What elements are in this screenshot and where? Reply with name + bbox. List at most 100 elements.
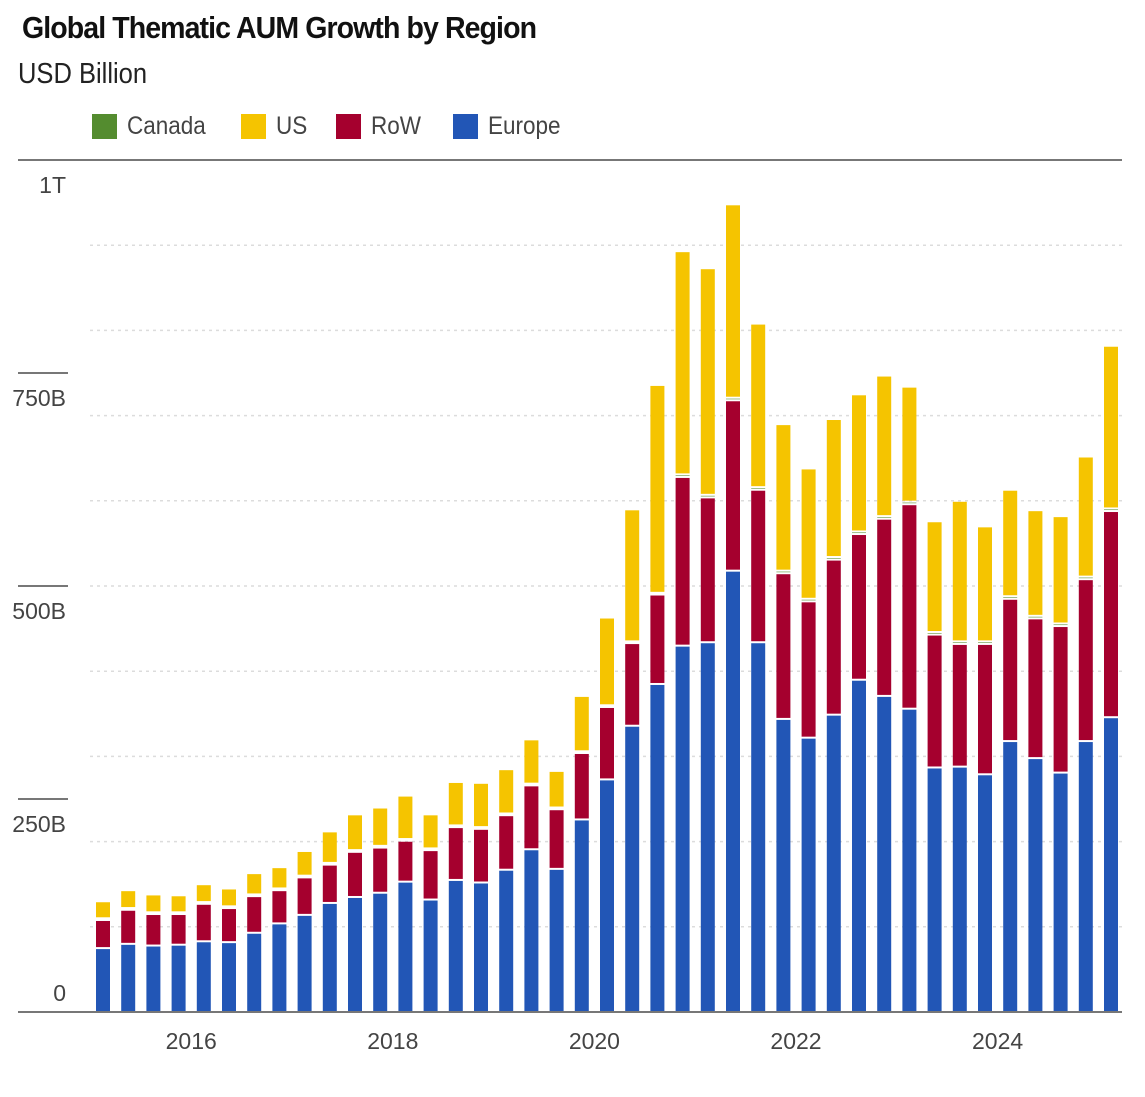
bar-row-18[interactable] <box>549 810 564 868</box>
bar-europe-22[interactable] <box>650 684 665 1011</box>
bar-us-34[interactable] <box>952 501 967 641</box>
bar-us-39[interactable] <box>1078 457 1093 576</box>
bar-canada-37[interactable] <box>1028 616 1043 618</box>
bar-canada-34[interactable] <box>952 642 967 643</box>
bar-us-27[interactable] <box>776 425 791 570</box>
bar-row-21[interactable] <box>625 644 640 725</box>
bar-canada-26[interactable] <box>751 488 766 489</box>
bar-row-27[interactable] <box>776 574 791 718</box>
bar-us-14[interactable] <box>448 782 463 825</box>
bar-europe-9[interactable] <box>322 903 337 1011</box>
bar-us-18[interactable] <box>549 771 564 807</box>
bar-row-13[interactable] <box>423 851 438 899</box>
bar-row-32[interactable] <box>902 505 917 708</box>
bar-row-22[interactable] <box>650 595 665 683</box>
bar-us-23[interactable] <box>675 252 690 474</box>
bar-europe-24[interactable] <box>700 643 715 1011</box>
bar-us-25[interactable] <box>726 205 740 397</box>
bar-us-0[interactable] <box>96 902 110 918</box>
bar-row-33[interactable] <box>927 635 942 767</box>
bar-europe-31[interactable] <box>877 696 892 1011</box>
bar-us-13[interactable] <box>423 815 438 848</box>
bar-europe-7[interactable] <box>272 924 287 1011</box>
bar-row-16[interactable] <box>499 816 514 869</box>
bar-row-20[interactable] <box>600 707 614 779</box>
bar-us-31[interactable] <box>877 376 892 516</box>
bar-europe-20[interactable] <box>600 780 614 1011</box>
bar-us-15[interactable] <box>474 783 488 827</box>
bar-europe-38[interactable] <box>1053 773 1068 1011</box>
bar-europe-23[interactable] <box>675 646 690 1011</box>
bar-europe-37[interactable] <box>1028 759 1043 1011</box>
bar-canada-36[interactable] <box>1003 597 1018 598</box>
bar-europe-39[interactable] <box>1078 742 1093 1011</box>
bar-europe-0[interactable] <box>96 949 110 1011</box>
bar-europe-40[interactable] <box>1104 718 1118 1011</box>
bar-us-21[interactable] <box>625 510 640 641</box>
bar-row-17[interactable] <box>524 786 539 849</box>
bar-us-38[interactable] <box>1053 517 1068 623</box>
bar-row-7[interactable] <box>272 891 287 923</box>
bar-us-20[interactable] <box>600 618 614 705</box>
bar-canada-24[interactable] <box>700 495 715 497</box>
bar-europe-10[interactable] <box>348 897 362 1011</box>
bar-us-40[interactable] <box>1104 346 1118 508</box>
bar-row-14[interactable] <box>448 828 463 879</box>
bar-row-30[interactable] <box>852 535 866 679</box>
bar-row-19[interactable] <box>574 753 589 819</box>
bar-row-6[interactable] <box>247 897 262 932</box>
bar-europe-8[interactable] <box>297 915 312 1011</box>
bar-canada-27[interactable] <box>776 571 791 573</box>
bar-us-26[interactable] <box>751 324 766 487</box>
bar-us-5[interactable] <box>222 889 236 906</box>
bar-europe-14[interactable] <box>448 880 463 1011</box>
bar-row-38[interactable] <box>1053 627 1068 772</box>
bar-row-36[interactable] <box>1003 599 1018 741</box>
bar-canada-39[interactable] <box>1078 577 1093 579</box>
bar-row-37[interactable] <box>1028 619 1043 758</box>
bar-row-0[interactable] <box>96 920 110 948</box>
bar-europe-12[interactable] <box>398 882 413 1011</box>
bar-europe-25[interactable] <box>726 571 740 1011</box>
bar-europe-16[interactable] <box>499 870 514 1011</box>
bar-europe-36[interactable] <box>1003 742 1018 1011</box>
bar-us-8[interactable] <box>297 851 312 875</box>
bar-us-11[interactable] <box>373 808 388 845</box>
bar-us-37[interactable] <box>1028 511 1043 615</box>
bar-europe-21[interactable] <box>625 726 640 1011</box>
bar-row-26[interactable] <box>751 490 766 642</box>
bar-us-3[interactable] <box>171 896 186 912</box>
bar-us-6[interactable] <box>247 874 262 894</box>
bar-row-34[interactable] <box>952 644 967 766</box>
bar-europe-19[interactable] <box>574 820 589 1011</box>
bar-europe-4[interactable] <box>196 942 211 1011</box>
bar-row-31[interactable] <box>877 519 892 695</box>
bar-row-29[interactable] <box>826 560 841 714</box>
bar-europe-27[interactable] <box>776 719 791 1011</box>
bar-europe-15[interactable] <box>474 883 488 1011</box>
bar-europe-3[interactable] <box>171 945 186 1011</box>
bar-row-8[interactable] <box>297 878 312 914</box>
bar-row-39[interactable] <box>1078 580 1093 741</box>
bar-europe-5[interactable] <box>222 943 236 1011</box>
bar-row-4[interactable] <box>196 904 211 941</box>
legend-item-europe[interactable]: Europe <box>452 112 569 141</box>
bar-canada-29[interactable] <box>826 558 841 559</box>
bar-europe-13[interactable] <box>423 900 438 1011</box>
bar-us-2[interactable] <box>146 895 161 912</box>
legend-item-us[interactable]: US <box>240 112 311 141</box>
bar-row-2[interactable] <box>146 915 161 945</box>
legend-item-row[interactable]: RoW <box>336 112 427 141</box>
bar-row-25[interactable] <box>726 401 740 570</box>
bar-canada-31[interactable] <box>877 517 892 518</box>
bar-europe-33[interactable] <box>927 768 942 1011</box>
bar-europe-29[interactable] <box>826 715 841 1011</box>
bar-us-16[interactable] <box>499 770 514 813</box>
bar-canada-28[interactable] <box>801 599 816 601</box>
bar-us-17[interactable] <box>524 740 539 783</box>
bar-europe-32[interactable] <box>902 709 917 1011</box>
bar-row-5[interactable] <box>222 909 236 942</box>
bar-row-11[interactable] <box>373 848 388 892</box>
bar-canada-38[interactable] <box>1053 624 1068 626</box>
bar-row-24[interactable] <box>700 498 715 642</box>
